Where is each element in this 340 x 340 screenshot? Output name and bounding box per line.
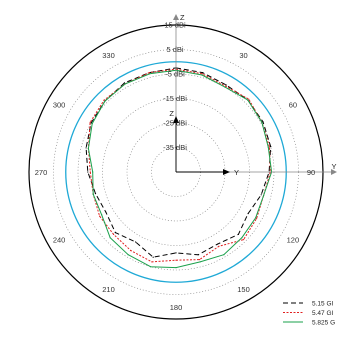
legend: 5.15 GI 5.47 GI 5.825 G xyxy=(283,300,335,326)
data-point xyxy=(197,254,199,256)
data-point xyxy=(92,193,94,195)
data-point xyxy=(130,249,132,252)
data-point xyxy=(109,237,111,239)
data-point xyxy=(149,73,151,75)
data-point xyxy=(175,252,177,254)
data-point xyxy=(94,193,97,195)
data-point xyxy=(85,147,87,149)
data-point xyxy=(270,146,272,148)
axes-group xyxy=(173,14,337,175)
data-point xyxy=(113,233,115,235)
y-axis-inner-label: Y xyxy=(234,168,239,177)
data-point xyxy=(225,84,227,86)
series-group xyxy=(85,67,273,269)
data-point xyxy=(103,99,105,101)
data-point xyxy=(201,73,203,75)
angle-label-120: 120 xyxy=(287,236,300,245)
data-point xyxy=(152,256,154,258)
data-point xyxy=(101,214,103,216)
z-axis-outer-arrow xyxy=(173,14,179,20)
data-point xyxy=(104,100,106,102)
data-point xyxy=(247,99,249,101)
data-point xyxy=(201,74,203,76)
data-point xyxy=(237,233,239,235)
data-point xyxy=(123,82,126,84)
angle-label-180: 180 xyxy=(170,303,183,312)
angle-label-150: 150 xyxy=(237,285,250,294)
data-point xyxy=(225,85,227,87)
data-point xyxy=(127,254,129,256)
ring-label: 5 dBi xyxy=(166,45,183,54)
angle-label-30: 30 xyxy=(239,51,247,60)
y-axis-outer-arrow xyxy=(331,169,337,175)
data-point xyxy=(105,211,107,213)
angle-label-270: 270 xyxy=(35,168,48,177)
legend-label-2: 5.47 GI xyxy=(312,310,334,317)
data-point xyxy=(223,254,225,256)
data-point xyxy=(90,122,92,124)
data-point xyxy=(224,86,226,88)
labels-group: Z Y Z Y 15 dBi 5 dBi -5 dBi -15 dBi -25 dBi -35 d… xyxy=(35,13,337,312)
data-point xyxy=(89,171,91,173)
data-point xyxy=(92,171,94,173)
data-point xyxy=(241,237,243,239)
data-point xyxy=(175,259,177,261)
angle-label-60: 60 xyxy=(289,101,297,110)
y-axis-outer-label: Y xyxy=(331,162,336,171)
data-point xyxy=(218,245,220,247)
data-point xyxy=(255,217,257,219)
legend-label-3: 5.825 G xyxy=(312,319,335,326)
data-point xyxy=(256,217,258,220)
z-axis-outer-label: Z xyxy=(180,13,185,22)
data-point xyxy=(268,146,271,148)
data-point xyxy=(175,267,177,269)
data-point xyxy=(262,121,264,123)
data-point xyxy=(243,239,245,241)
data-point xyxy=(260,194,262,196)
data-point xyxy=(87,147,89,150)
data-point xyxy=(199,261,201,263)
data-point xyxy=(99,215,101,217)
angle-label-210: 210 xyxy=(102,285,115,294)
angle-label-240: 240 xyxy=(53,236,66,245)
legend-label-1: 5.15 GI xyxy=(312,300,334,307)
ring-label: -5 dBi xyxy=(165,70,185,79)
data-point xyxy=(202,72,204,74)
angle-label-330: 330 xyxy=(102,51,115,60)
z-axis-inner-arrow xyxy=(173,116,179,123)
data-point xyxy=(247,213,249,215)
data-point xyxy=(198,259,201,261)
data-point xyxy=(124,83,126,85)
data-point xyxy=(150,266,152,268)
data-point xyxy=(89,121,91,123)
data-point xyxy=(261,121,263,123)
data-point xyxy=(151,261,153,263)
angle-label-300: 300 xyxy=(53,101,66,110)
data-point xyxy=(91,123,93,125)
z-axis-inner-label: Z xyxy=(169,109,174,118)
ring-label: -35 dBi xyxy=(163,143,187,152)
data-point xyxy=(148,72,150,74)
data-point xyxy=(263,194,265,197)
angle-label-90: 90 xyxy=(307,168,315,177)
y-axis-inner-arrow xyxy=(223,169,230,175)
ring-label: -15 dBi xyxy=(163,94,187,103)
data-point xyxy=(267,146,269,148)
data-point xyxy=(135,241,137,243)
ring-label: 15 dBi xyxy=(164,21,186,30)
data-point xyxy=(114,232,116,234)
data-point xyxy=(217,243,219,245)
ring-label: -25 dBi xyxy=(163,119,187,128)
data-point xyxy=(248,98,250,100)
data-point xyxy=(87,171,89,173)
